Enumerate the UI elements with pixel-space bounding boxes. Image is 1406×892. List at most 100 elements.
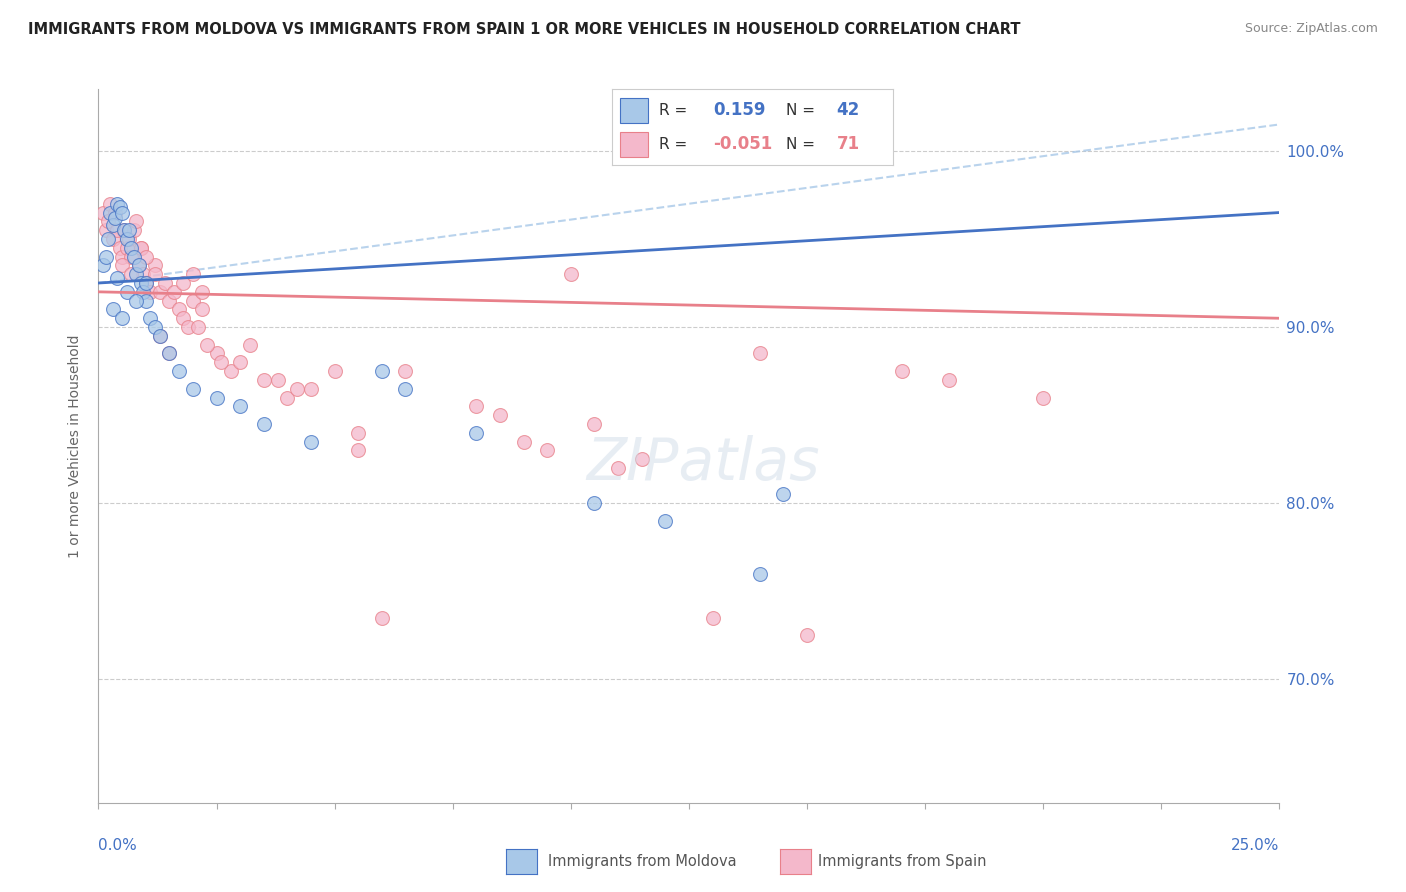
Point xyxy=(98,205,121,219)
Text: Immigrants from Moldova: Immigrants from Moldova xyxy=(548,855,737,869)
Text: 71: 71 xyxy=(837,136,859,153)
Point xyxy=(118,223,141,237)
Text: -0.051: -0.051 xyxy=(713,136,772,153)
Point xyxy=(122,223,145,237)
Text: Source: ZipAtlas.com: Source: ZipAtlas.com xyxy=(1244,22,1378,36)
Point xyxy=(536,443,558,458)
Point xyxy=(253,373,276,387)
Point xyxy=(187,320,209,334)
Point xyxy=(239,337,262,351)
Point xyxy=(129,276,152,290)
Point xyxy=(299,382,322,396)
Point xyxy=(229,355,252,369)
Point xyxy=(135,276,157,290)
Text: 0.0%: 0.0% xyxy=(98,838,138,853)
Point xyxy=(135,250,157,264)
Point xyxy=(94,223,117,237)
Point xyxy=(97,232,120,246)
Point xyxy=(129,241,152,255)
Y-axis label: 1 or more Vehicles in Household: 1 or more Vehicles in Household xyxy=(69,334,83,558)
Point xyxy=(111,259,134,273)
Point xyxy=(118,232,141,246)
Point xyxy=(97,214,120,228)
Point xyxy=(465,425,488,440)
Point xyxy=(91,205,114,219)
Point xyxy=(512,434,534,449)
Point xyxy=(132,267,155,281)
Text: 42: 42 xyxy=(837,101,860,119)
Point xyxy=(748,566,770,581)
Point xyxy=(347,443,370,458)
Point xyxy=(112,223,135,237)
Text: IMMIGRANTS FROM MOLDOVA VS IMMIGRANTS FROM SPAIN 1 OR MORE VEHICLES IN HOUSEHOLD: IMMIGRANTS FROM MOLDOVA VS IMMIGRANTS FR… xyxy=(28,22,1021,37)
Point xyxy=(115,285,138,299)
Point xyxy=(101,232,124,246)
Bar xyxy=(620,97,648,122)
Point xyxy=(143,259,166,273)
Text: 0.159: 0.159 xyxy=(713,101,765,119)
Point xyxy=(149,329,172,343)
Point xyxy=(191,302,214,317)
Point xyxy=(938,373,960,387)
Point xyxy=(139,285,162,299)
Point xyxy=(607,461,630,475)
Point xyxy=(135,276,157,290)
Point xyxy=(209,355,232,369)
Point xyxy=(121,267,143,281)
Point xyxy=(94,250,117,264)
Point xyxy=(205,391,228,405)
Point xyxy=(748,346,770,360)
Point xyxy=(702,611,724,625)
Point xyxy=(796,628,818,642)
Point xyxy=(489,408,512,422)
Point xyxy=(125,267,148,281)
Point xyxy=(111,311,134,326)
Point xyxy=(191,285,214,299)
Point xyxy=(111,250,134,264)
Point xyxy=(177,320,200,334)
Text: ZIPatlas: ZIPatlas xyxy=(586,435,820,492)
Point xyxy=(195,337,218,351)
Point xyxy=(108,200,131,214)
Point xyxy=(394,382,416,396)
Text: N =: N = xyxy=(786,136,815,152)
Text: R =: R = xyxy=(659,136,688,152)
Point xyxy=(205,346,228,360)
Point xyxy=(129,241,152,255)
Point xyxy=(630,452,652,467)
Point xyxy=(125,214,148,228)
Point xyxy=(285,382,308,396)
Point xyxy=(128,259,150,273)
Point xyxy=(111,205,134,219)
Point xyxy=(181,382,204,396)
Point xyxy=(267,373,290,387)
Point xyxy=(465,400,488,414)
Point xyxy=(172,276,194,290)
Point xyxy=(132,285,155,299)
Point xyxy=(772,487,794,501)
Point xyxy=(157,293,180,308)
Point xyxy=(157,346,180,360)
Point xyxy=(101,302,124,317)
Point xyxy=(583,496,606,510)
Point xyxy=(1032,391,1054,405)
Point xyxy=(104,205,127,219)
Point xyxy=(181,267,204,281)
Point xyxy=(299,434,322,449)
Point xyxy=(583,417,606,431)
Point xyxy=(890,364,912,378)
Point xyxy=(172,311,194,326)
Point xyxy=(167,364,190,378)
Point xyxy=(219,364,242,378)
Text: N =: N = xyxy=(786,103,815,118)
Point xyxy=(121,250,143,264)
Point xyxy=(121,241,143,255)
Point xyxy=(108,241,131,255)
Point xyxy=(115,232,138,246)
Point xyxy=(122,250,145,264)
Point xyxy=(560,267,582,281)
Point xyxy=(181,293,204,308)
Text: 25.0%: 25.0% xyxy=(1232,838,1279,853)
Point xyxy=(153,276,176,290)
Point xyxy=(149,329,172,343)
